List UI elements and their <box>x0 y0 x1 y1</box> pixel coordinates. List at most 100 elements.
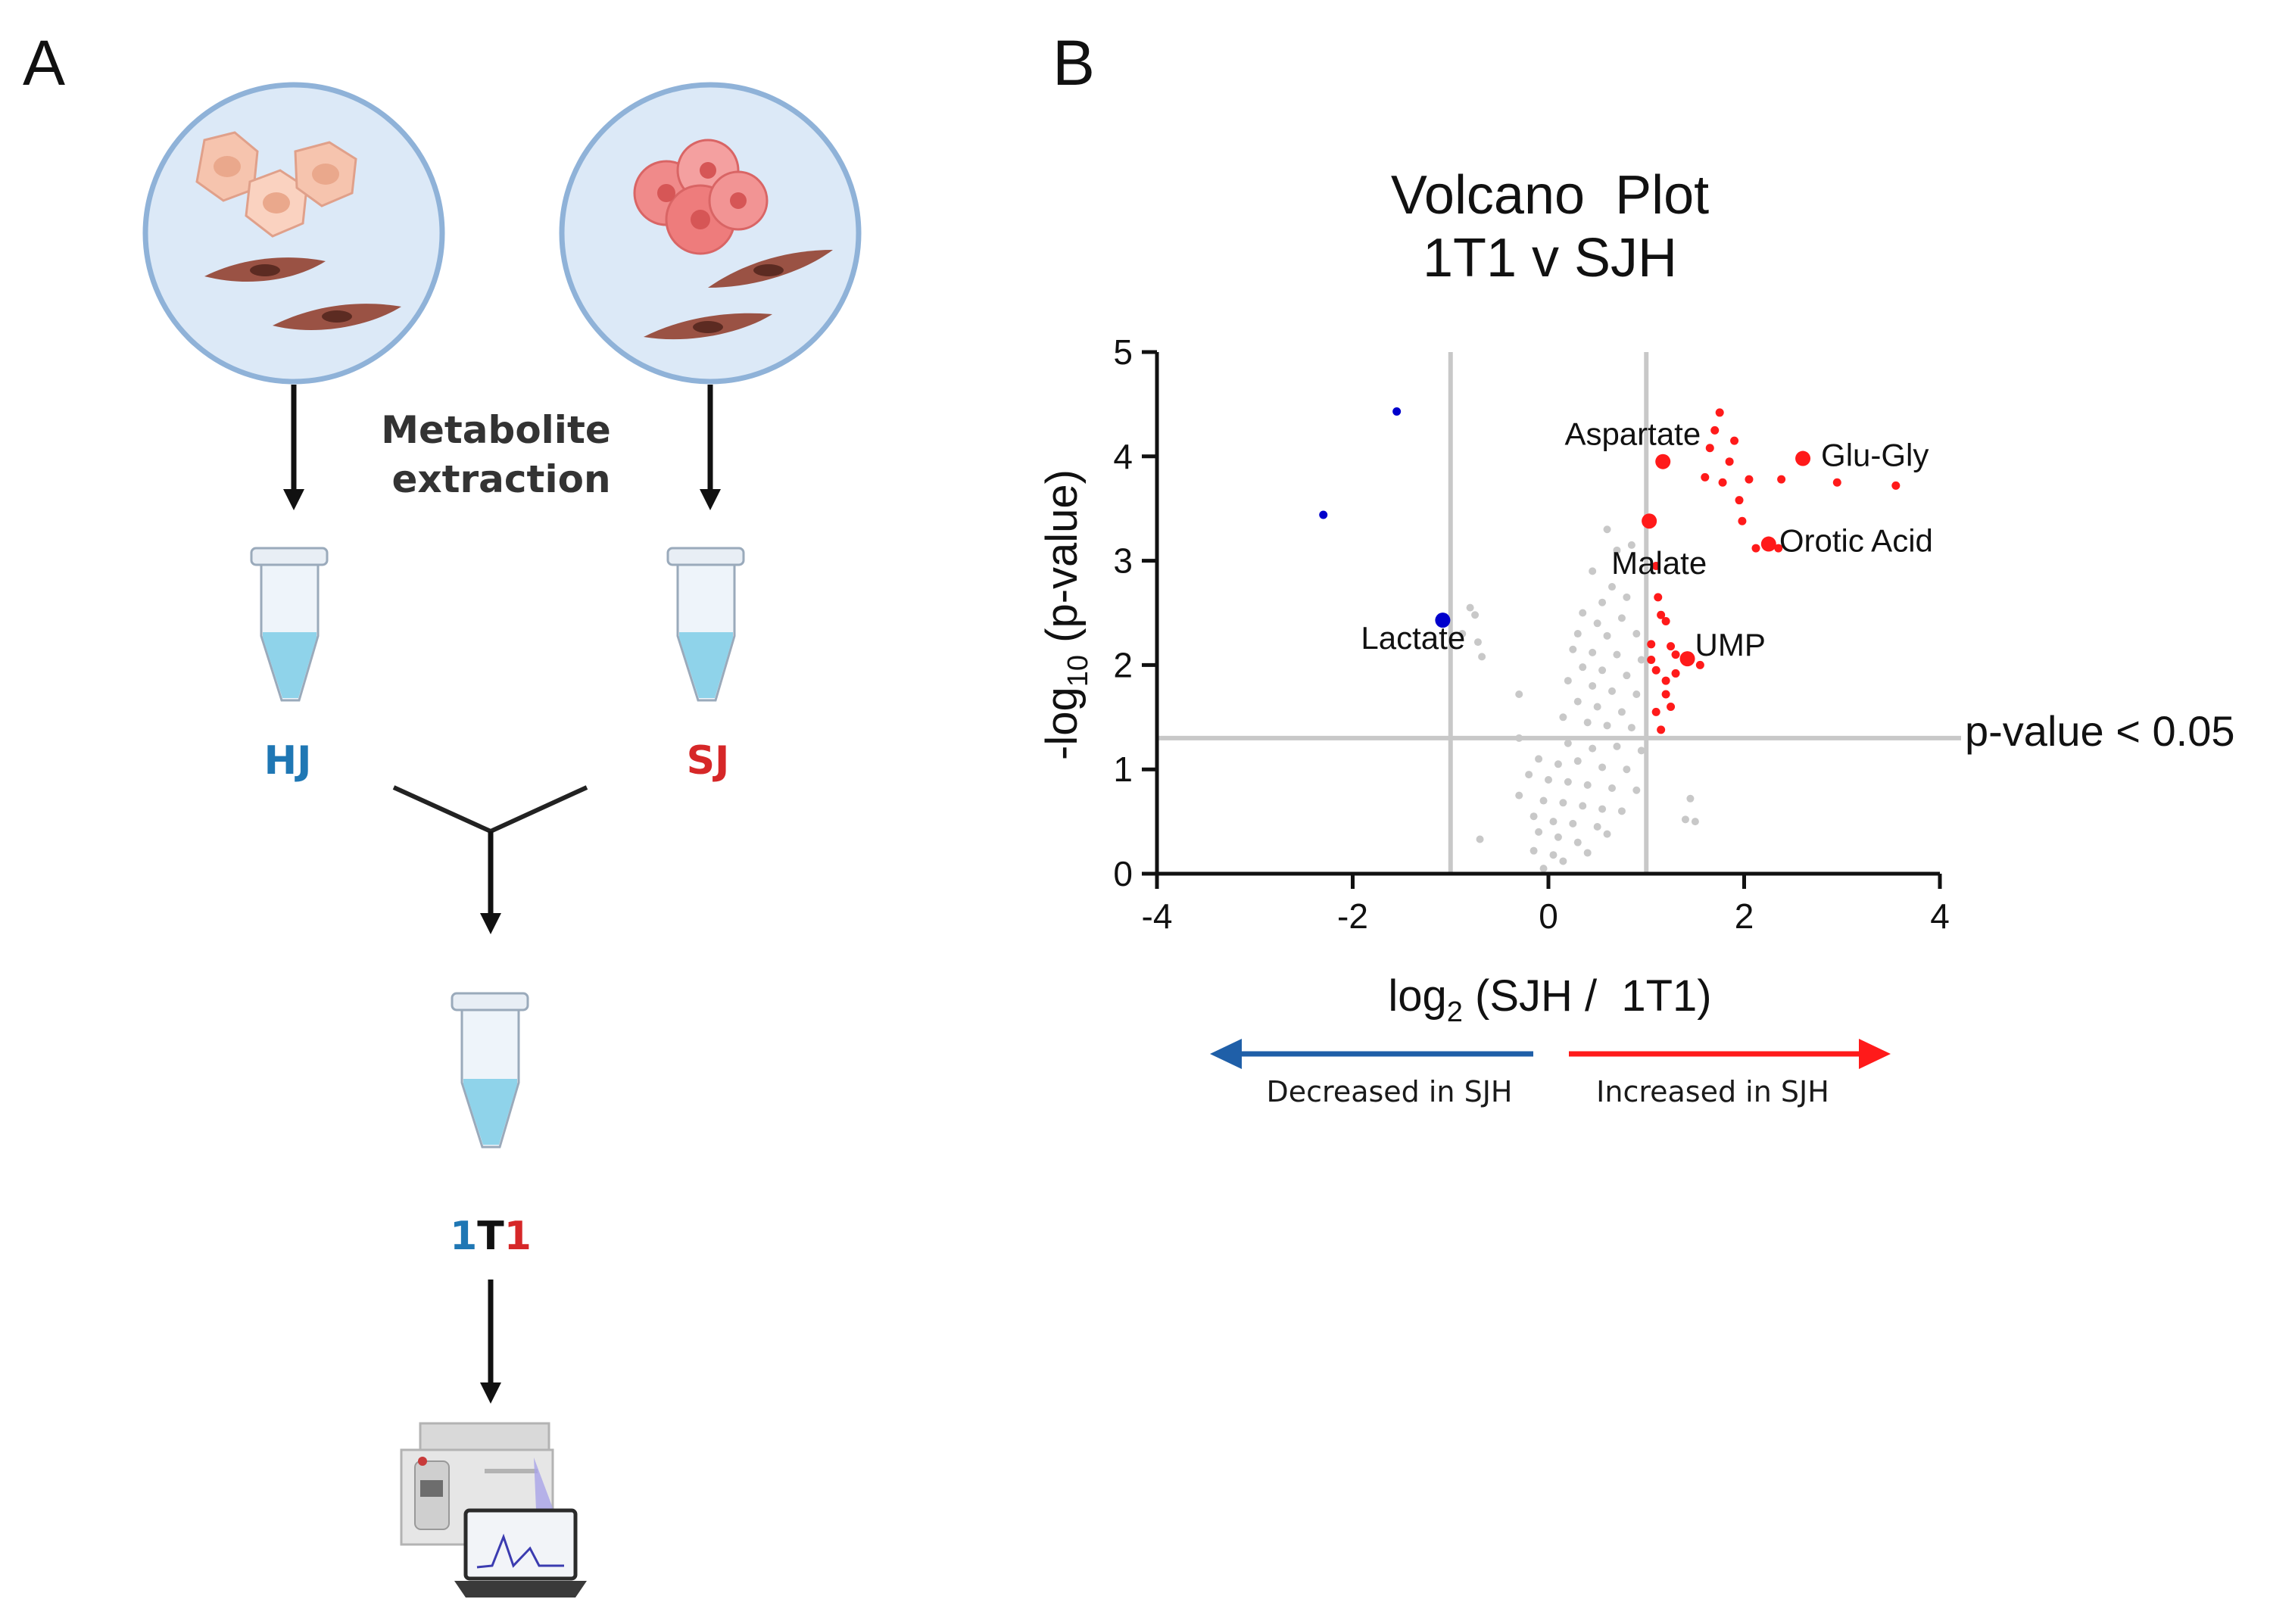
data-point-ns <box>1613 546 1621 554</box>
data-point-up <box>1735 496 1744 505</box>
guide-lines <box>1157 352 1961 874</box>
fibroblast-icon <box>204 257 401 330</box>
data-point-ns <box>1608 583 1617 591</box>
culture-dish-sj <box>559 82 862 385</box>
data-point-ns <box>1632 690 1641 698</box>
data-point-ns <box>1525 771 1533 779</box>
data-point-up <box>1751 544 1760 553</box>
data-point-up <box>1710 425 1720 435</box>
data-point-up <box>1661 690 1670 699</box>
x-axis-label: log2 (SJH / 1T1) <box>1388 971 1711 1028</box>
data-point-up <box>1705 444 1714 453</box>
data-point-ns <box>1529 812 1538 821</box>
data-point-ns <box>1515 734 1523 742</box>
data-point-up <box>1647 656 1656 665</box>
data-point-ns <box>1589 744 1597 753</box>
extraction-label-line2: extraction <box>391 457 610 501</box>
data-point-ns <box>1583 849 1592 857</box>
point-label-orotic-acid: Orotic Acid <box>1779 523 1933 559</box>
data-point-ns <box>1549 818 1558 826</box>
point-label-aspartate: Aspartate <box>1564 416 1701 452</box>
data-point-ns <box>1569 819 1577 828</box>
direction-legend: Decreased in SJH Increased in SJH <box>1210 1039 1891 1108</box>
legend-increased-label: Increased in SJH <box>1596 1075 1829 1108</box>
data-point-down <box>1319 510 1328 519</box>
fibroblast-icon <box>644 250 833 340</box>
data-point-up <box>1671 669 1680 678</box>
data-point-ns <box>1617 708 1626 716</box>
panel-letter-b: B <box>1052 27 1095 98</box>
y-tick-label: 1 <box>1113 750 1133 789</box>
point-labels: Aspartate Glu-Gly Malate Orotic Acid UMP Lact… <box>1361 416 1932 662</box>
scatter-points <box>1319 407 1901 873</box>
x-tick-label: -4 <box>1142 896 1173 936</box>
x-tick-label: 2 <box>1735 896 1754 936</box>
data-point-up <box>1654 593 1663 602</box>
data-point-ns <box>1589 648 1597 656</box>
data-point-ns <box>1637 656 1645 664</box>
data-point-ns <box>1539 865 1548 873</box>
data-point-ns <box>1603 722 1611 730</box>
data-point-up <box>1832 478 1841 487</box>
point-label-lactate: Lactate <box>1361 620 1465 656</box>
data-point-up <box>1651 707 1660 716</box>
data-point-ns <box>1554 760 1562 768</box>
data-point-orotic-acid <box>1760 536 1776 552</box>
data-point-ns <box>1623 765 1631 774</box>
data-point-up <box>1661 676 1670 685</box>
data-point-ns <box>1583 718 1592 727</box>
x-tick-label: 0 <box>1539 896 1558 936</box>
data-point-up <box>1715 408 1724 417</box>
data-point-ns <box>1598 598 1607 606</box>
data-point-up <box>1745 475 1754 484</box>
data-point-ns <box>1473 638 1482 647</box>
panel-letter-a: A <box>23 27 65 98</box>
data-point-up <box>1891 481 1901 490</box>
data-point-ns <box>1593 619 1601 628</box>
data-point-ns <box>1627 541 1635 549</box>
data-point-up <box>1651 561 1660 570</box>
data-point-malate <box>1642 513 1657 529</box>
data-point-ns <box>1598 666 1607 675</box>
x-tick-label: 4 <box>1930 896 1950 936</box>
legend-decreased-label: Decreased in SJH <box>1267 1075 1513 1108</box>
data-point-ns <box>1598 805 1607 813</box>
mixed-label-part-2: 1 <box>504 1214 532 1259</box>
data-point-ns <box>1627 724 1635 732</box>
data-point-ns <box>1564 739 1572 747</box>
data-point-ns <box>1559 857 1567 865</box>
data-point-ns <box>1603 525 1611 534</box>
data-point-ns <box>1589 567 1597 575</box>
mixed-label-part-1: 1 <box>450 1214 477 1259</box>
data-point-ns <box>1623 593 1631 601</box>
y-axis-label: -log10 (p-value) <box>1037 469 1094 760</box>
data-point-up <box>1738 516 1747 525</box>
data-point-ns <box>1529 846 1538 855</box>
tumor-cell-cluster-icon <box>633 139 769 255</box>
data-point-ns <box>1623 672 1631 680</box>
data-point-ns <box>1589 681 1597 690</box>
axes <box>1155 352 1940 876</box>
y-tick-label: 3 <box>1113 541 1133 581</box>
data-point-ns <box>1593 822 1601 831</box>
chart-subtitle: 1T1 v SJH <box>1423 228 1677 288</box>
data-point-ns <box>1573 838 1582 846</box>
data-point-ns <box>1458 630 1467 638</box>
data-point-up <box>1725 457 1734 466</box>
data-point-ns <box>1583 781 1592 789</box>
arrow-right-head <box>1859 1039 1891 1069</box>
data-point-ns <box>1478 653 1486 661</box>
y-axis-label-subscript: 10 <box>1062 655 1094 687</box>
data-point-ns <box>1637 747 1645 755</box>
point-label-malate: Malate <box>1611 545 1707 581</box>
data-point-up <box>1651 665 1660 675</box>
merge-connector <box>392 785 588 934</box>
sample-label-hj: HJ <box>264 738 312 784</box>
x-axis-label-rest: (SJH / 1T1) <box>1463 971 1712 1021</box>
sample-label-sj: SJ <box>687 738 730 784</box>
data-point-up <box>1730 436 1739 445</box>
data-point-up <box>1667 642 1676 651</box>
data-point-ns <box>1559 713 1567 722</box>
data-point-ns <box>1613 742 1621 750</box>
